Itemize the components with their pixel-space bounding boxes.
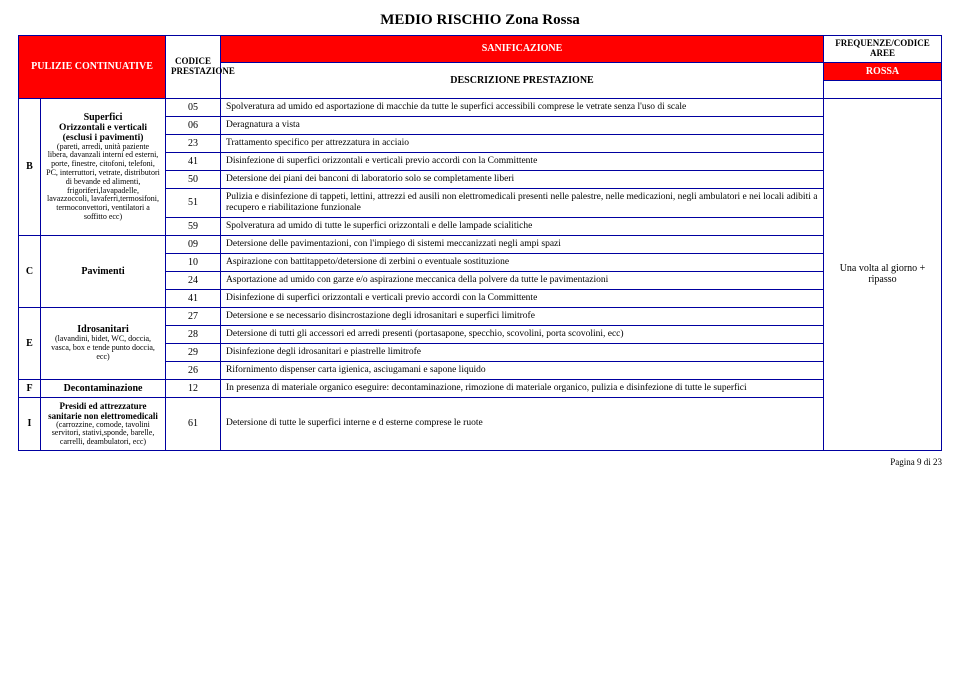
row-f-letter: F <box>19 379 41 397</box>
b-code-1: 06 <box>166 116 221 134</box>
b-desc-0: Spolveratura ad umido ed asportazione di… <box>221 98 824 116</box>
hdr-freq: FREQUENZE/CODICE AREE <box>824 36 942 63</box>
c-code-0: 09 <box>166 235 221 253</box>
c-code-2: 24 <box>166 271 221 289</box>
hdr-sanif: SANIFICAZIONE <box>221 36 824 63</box>
e-code-1: 28 <box>166 325 221 343</box>
c-code-1: 10 <box>166 253 221 271</box>
hdr-rossa: ROSSA <box>824 62 942 80</box>
b-code-2: 23 <box>166 134 221 152</box>
row-b-letter: B <box>19 98 41 235</box>
b-desc-2: Trattamento specifico per attrezzatura i… <box>221 134 824 152</box>
catF-title: Decontaminazione <box>46 383 160 394</box>
b-desc-4: Detersione dei piani dei banconi di labo… <box>221 170 824 188</box>
hdr-descr: DESCRIZIONE PRESTAZIONE <box>221 62 824 98</box>
freq-cell: Una volta al giorno + ripasso <box>824 98 942 450</box>
b-code-0: 05 <box>166 98 221 116</box>
b-desc-1: Deragnatura a vista <box>221 116 824 134</box>
catB-sub: Orizzontali e verticali (esclusi i pavim… <box>46 123 160 143</box>
c-desc-0: Detersione delle pavimentazioni, con l'i… <box>221 235 824 253</box>
row-e-letter: E <box>19 307 41 379</box>
b-code-4: 50 <box>166 170 221 188</box>
hdr-pulizie: PULIZIE CONTINUATIVE <box>19 36 166 99</box>
e-code-3: 26 <box>166 361 221 379</box>
b-desc-3: Disinfezione di superfici orizzontali e … <box>221 152 824 170</box>
catC-title: Pavimenti <box>46 266 160 277</box>
e-desc-2: Disinfezione degli idrosanitari e piastr… <box>221 343 824 361</box>
f-desc-0: In presenza di materiale organico esegui… <box>221 379 824 397</box>
e-desc-1: Detersione di tutti gli accessori ed arr… <box>221 325 824 343</box>
c-desc-1: Aspirazione con battitappeto/detersione … <box>221 253 824 271</box>
b-code-5: 51 <box>166 188 221 217</box>
c-desc-3: Disinfezione di superfici orizzontali e … <box>221 289 824 307</box>
row-f-cat: Decontaminazione <box>41 379 166 397</box>
catB-title: Superfici <box>46 112 160 123</box>
e-desc-0: Detersione e se necessario disincrostazi… <box>221 307 824 325</box>
i-code-0: 61 <box>166 397 221 450</box>
row-c-cat: Pavimenti <box>41 235 166 307</box>
page-footer: Pagina 9 di 23 <box>18 457 942 467</box>
catI-detail: (carrozzine, comode, tavolini servitori,… <box>46 421 160 447</box>
b-code-3: 41 <box>166 152 221 170</box>
e-desc-3: Rifornimento dispenser carta igienica, a… <box>221 361 824 379</box>
catB-detail: (pareti, arredi, unità paziente libera, … <box>46 143 160 222</box>
b-desc-5: Pulizia e disinfezione di tappeti, letti… <box>221 188 824 217</box>
page-title: MEDIO RISCHIO Zona Rossa <box>18 12 942 29</box>
catE-detail: (lavandini, bidet, WC, doccia, vasca, bo… <box>46 335 160 361</box>
hdr-freq-blank <box>824 80 942 98</box>
row-b-cat: Superfici Orizzontali e verticali (esclu… <box>41 98 166 235</box>
e-code-2: 29 <box>166 343 221 361</box>
main-table: PULIZIE CONTINUATIVE CODICE PRESTAZIONE … <box>18 35 942 451</box>
row-i-cat: Presidi ed attrezzature sanitarie non el… <box>41 397 166 450</box>
hdr-codice: CODICE PRESTAZIONE <box>166 36 221 99</box>
row-i-letter: I <box>19 397 41 450</box>
b-desc-6: Spolveratura ad umido di tutte le superf… <box>221 217 824 235</box>
row-e-cat: Idrosanitari (lavandini, bidet, WC, docc… <box>41 307 166 379</box>
i-desc-0: Detersione di tutte le superfici interne… <box>221 397 824 450</box>
c-desc-2: Asportazione ad umido con garze e/o aspi… <box>221 271 824 289</box>
row-c-letter: C <box>19 235 41 307</box>
catI-title: Presidi ed attrezzature sanitarie non el… <box>46 401 160 421</box>
c-code-3: 41 <box>166 289 221 307</box>
e-code-0: 27 <box>166 307 221 325</box>
f-code-0: 12 <box>166 379 221 397</box>
b-code-6: 59 <box>166 217 221 235</box>
